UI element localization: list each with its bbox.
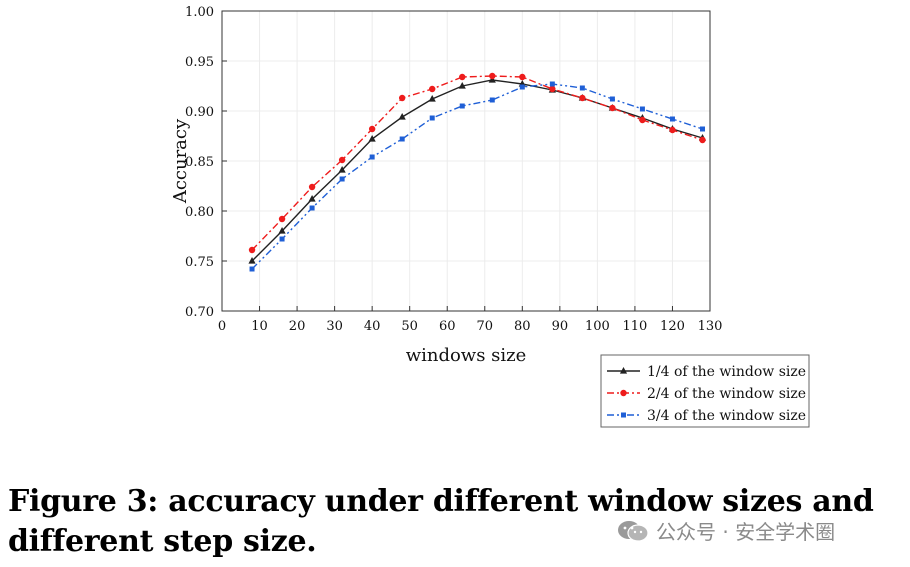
x-tick-label: 0 (218, 319, 226, 334)
watermark: 公众号 · 安全学术圈 (616, 516, 835, 545)
data-point (339, 176, 345, 182)
x-tick-label: 40 (364, 319, 381, 334)
data-point (609, 104, 616, 112)
data-point (459, 103, 465, 109)
wechat-icon (618, 520, 649, 542)
x-tick-label: 30 (326, 319, 343, 334)
y-tick-label: 0.85 (185, 155, 214, 170)
x-tick-label: 90 (552, 319, 569, 334)
legend-entry-1: 1/4 of the window size (607, 364, 806, 380)
data-point (429, 115, 435, 121)
series-1 (248, 76, 707, 264)
data-point (309, 205, 315, 211)
data-point (459, 73, 466, 81)
x-tick-label: 130 (698, 319, 723, 334)
data-point (308, 195, 316, 202)
series-line (251, 83, 703, 270)
x-tick-label: 50 (401, 319, 418, 334)
legend-entry-2: 2/4 of the window size (607, 386, 806, 402)
legend-marker (620, 389, 627, 397)
data-point (519, 73, 526, 81)
series-3 (249, 81, 705, 272)
data-point (669, 116, 675, 122)
data-point (278, 215, 286, 223)
figure-caption: Figure 3: accuracy under different windo… (8, 484, 874, 559)
data-point (519, 84, 525, 90)
x-tick-label: 80 (514, 319, 531, 334)
data-point (669, 126, 676, 134)
y-tick-label: 0.70 (185, 305, 214, 320)
data-point (248, 257, 256, 264)
y-axis-label: Accuracy (170, 118, 191, 204)
legend-marker (619, 367, 628, 374)
data-point (699, 136, 706, 144)
data-point (489, 97, 495, 103)
series-line (251, 75, 703, 251)
legend: 1/4 of the window size 2/4 of the window … (600, 354, 810, 428)
series-line (251, 79, 703, 262)
data-point (338, 166, 346, 173)
data-point (279, 236, 285, 242)
data-point (489, 72, 496, 80)
series-layer (248, 72, 707, 272)
y-tick-label: 0.90 (185, 105, 214, 120)
data-point (699, 126, 705, 132)
legend-box (600, 354, 810, 428)
series-2 (248, 72, 706, 254)
x-tick-label: 20 (289, 319, 306, 334)
data-point (399, 136, 405, 142)
y-tick-label: 0.80 (185, 205, 214, 220)
y-tick-label: 1.00 (185, 5, 214, 20)
x-tick-label: 70 (476, 319, 493, 334)
x-tick-label: 120 (660, 319, 685, 334)
watermark-text: 公众号 · 安全学术圈 (656, 520, 836, 544)
data-point (428, 95, 436, 102)
data-point (429, 85, 436, 93)
data-point (398, 113, 406, 120)
data-point (639, 106, 645, 112)
legend-label: 2/4 of the window size (647, 386, 806, 402)
legend-label: 1/4 of the window size (647, 364, 806, 380)
x-tick-label: 10 (251, 319, 268, 334)
data-point (549, 85, 556, 93)
chart: 0.70 0.75 0.80 0.85 0.90 0.95 1.00 0 10 20 30 40 50 6… (170, 5, 810, 428)
legend-label: 3/4 of the window size (647, 408, 806, 424)
y-tick-label: 0.95 (185, 55, 214, 70)
x-tick-label: 100 (585, 319, 610, 334)
data-point (369, 154, 375, 160)
data-point (549, 81, 555, 87)
grid (221, 10, 711, 312)
legend-marker (621, 412, 626, 418)
x-axis-label: windows size (406, 345, 527, 366)
data-point (579, 85, 585, 91)
data-point (338, 156, 346, 164)
data-point (609, 96, 615, 102)
data-point (579, 94, 586, 102)
x-tick-label: 60 (439, 319, 456, 334)
data-point (398, 94, 406, 102)
legend-entry-3: 3/4 of the window size (607, 408, 806, 424)
y-tick-label: 0.75 (185, 255, 214, 270)
data-point (488, 76, 496, 83)
x-tick-label: 110 (623, 319, 648, 334)
data-point (278, 227, 286, 234)
data-point (639, 116, 646, 124)
data-point (308, 183, 316, 191)
data-point (368, 135, 376, 142)
data-point (368, 125, 376, 133)
axis-ticks: 0.70 0.75 0.80 0.85 0.90 0.95 1.00 0 10 20 30 40 50 6… (185, 5, 722, 334)
data-point (248, 246, 256, 254)
data-point (458, 82, 466, 89)
data-point (249, 266, 255, 272)
